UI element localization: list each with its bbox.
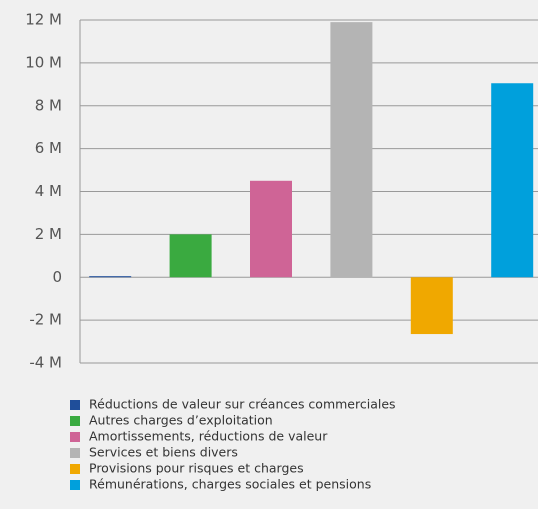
legend-label: Réductions de valeur sur créances commer…	[89, 397, 396, 412]
legend-label: Services et biens divers	[89, 445, 238, 460]
y-tick-label: 8 M	[35, 96, 62, 114]
legend-label: Autres charges d’exploitation	[89, 413, 273, 428]
y-tick-label: 4 M	[35, 182, 62, 200]
legend-swatch	[70, 400, 80, 410]
y-tick-label: -2 M	[29, 311, 62, 329]
legend-swatch	[70, 480, 80, 490]
y-tick-label: 10 M	[25, 53, 62, 71]
bar	[250, 180, 292, 278]
legend-swatch	[70, 432, 80, 442]
legend-label: Provisions pour risques et charges	[89, 461, 304, 476]
legend-swatch	[70, 464, 80, 474]
bar	[410, 277, 453, 335]
bar	[169, 234, 212, 278]
y-tick-label: 12 M	[25, 11, 62, 29]
bar	[89, 276, 132, 278]
y-tick-label: 0	[52, 268, 62, 286]
y-tick-label: 6 M	[35, 139, 62, 157]
legend-swatch	[70, 416, 80, 426]
y-tick-label: -4 M	[29, 354, 62, 372]
legend-swatch	[70, 448, 80, 458]
legend-label: Rémunérations, charges sociales et pensi…	[89, 477, 371, 492]
y-tick-label: 2 M	[35, 225, 62, 243]
bar	[491, 83, 534, 278]
bar	[330, 22, 373, 278]
legend-label: Amortissements, réductions de valeur	[89, 429, 328, 444]
